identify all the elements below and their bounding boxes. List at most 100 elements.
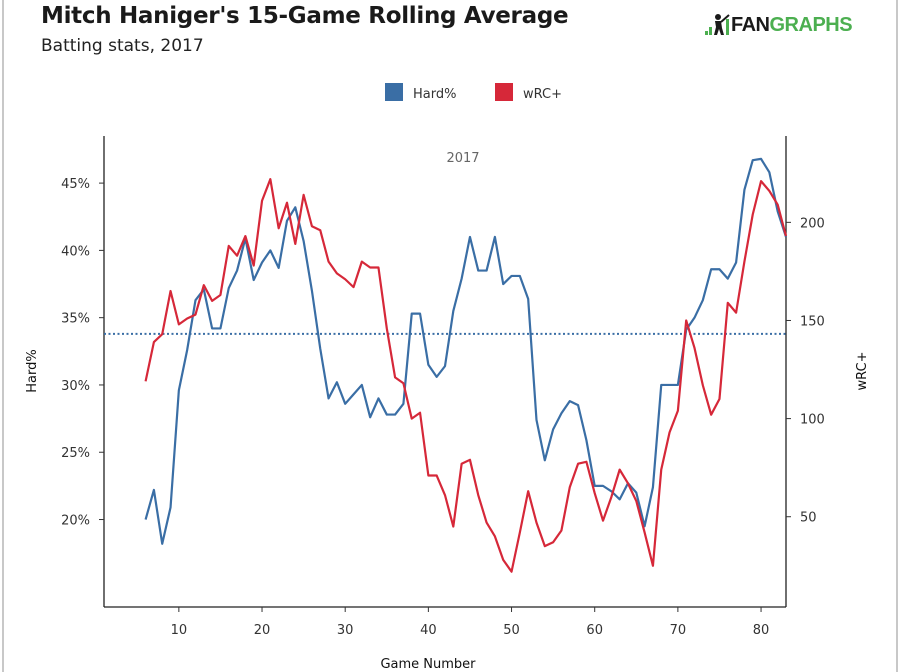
data-point-wrc bbox=[519, 531, 521, 533]
data-point-wrc bbox=[702, 384, 704, 386]
data-point-wrc bbox=[361, 261, 363, 263]
data-point-hard bbox=[743, 189, 745, 191]
data-point-hard bbox=[294, 206, 296, 208]
data-point-wrc bbox=[477, 494, 479, 496]
data-point-hard bbox=[710, 268, 712, 270]
data-point-hard bbox=[594, 485, 596, 487]
data-point-hard bbox=[411, 313, 413, 315]
data-point-hard bbox=[752, 159, 754, 161]
data-point-wrc bbox=[145, 380, 147, 382]
data-point-hard bbox=[402, 403, 404, 405]
data-point-wrc bbox=[502, 559, 504, 561]
data-point-hard bbox=[369, 416, 371, 418]
data-point-wrc bbox=[494, 535, 496, 537]
right-tick-label: 50 bbox=[800, 511, 817, 526]
right-tick-label: 150 bbox=[800, 314, 825, 329]
x-tick-label: 80 bbox=[753, 623, 770, 638]
data-point-hard bbox=[386, 414, 388, 416]
data-point-wrc bbox=[219, 294, 221, 296]
data-point-hard bbox=[610, 490, 612, 492]
data-point-hard bbox=[328, 397, 330, 399]
data-point-wrc bbox=[644, 531, 646, 533]
data-point-wrc bbox=[211, 300, 213, 302]
data-point-wrc bbox=[577, 463, 579, 465]
data-point-hard bbox=[511, 275, 513, 277]
data-point-hard bbox=[161, 543, 163, 545]
data-point-wrc bbox=[344, 278, 346, 280]
data-point-wrc bbox=[610, 496, 612, 498]
data-point-hard bbox=[278, 267, 280, 269]
data-point-wrc bbox=[760, 180, 762, 182]
data-point-hard bbox=[560, 412, 562, 414]
left-tick-label: 20% bbox=[61, 514, 90, 529]
data-point-wrc bbox=[527, 490, 529, 492]
data-point-hard bbox=[452, 310, 454, 312]
left-axis-title: Hard% bbox=[25, 349, 40, 392]
data-point-wrc bbox=[178, 323, 180, 325]
data-point-wrc bbox=[452, 526, 454, 528]
data-point-wrc bbox=[394, 376, 396, 378]
data-point-hard bbox=[702, 299, 704, 301]
data-point-hard bbox=[211, 327, 213, 329]
series-line-hard bbox=[144, 157, 788, 545]
data-point-hard bbox=[203, 288, 205, 290]
series-points-hard bbox=[145, 158, 787, 545]
data-point-hard bbox=[519, 275, 521, 277]
data-point-wrc bbox=[718, 398, 720, 400]
data-point-hard bbox=[186, 349, 188, 351]
right-tick-label: 100 bbox=[800, 413, 825, 428]
left-tick-label: 45% bbox=[61, 177, 90, 192]
data-point-hard bbox=[244, 237, 246, 239]
data-point-hard bbox=[602, 485, 604, 487]
data-point-hard bbox=[718, 268, 720, 270]
data-point-wrc bbox=[785, 235, 787, 237]
data-point-wrc bbox=[170, 290, 172, 292]
data-point-wrc bbox=[486, 522, 488, 524]
data-point-hard bbox=[145, 519, 147, 521]
data-point-wrc bbox=[768, 190, 770, 192]
data-point-hard bbox=[635, 492, 637, 494]
data-point-hard bbox=[694, 317, 696, 319]
data-point-wrc bbox=[735, 312, 737, 314]
chart-title: Mitch Haniger's 15-Game Rolling Average bbox=[41, 3, 569, 29]
data-point-hard bbox=[419, 313, 421, 315]
data-point-wrc bbox=[153, 341, 155, 343]
x-axis-title: Game Number bbox=[380, 657, 476, 672]
data-point-wrc bbox=[336, 272, 338, 274]
data-point-hard bbox=[311, 290, 313, 292]
data-point-hard bbox=[469, 236, 471, 238]
data-point-wrc bbox=[585, 461, 587, 463]
data-point-hard bbox=[727, 278, 729, 280]
data-point-wrc bbox=[560, 529, 562, 531]
data-point-wrc bbox=[161, 333, 163, 335]
x-tick-label: 30 bbox=[337, 623, 354, 638]
data-point-hard bbox=[194, 299, 196, 301]
data-point-wrc bbox=[544, 545, 546, 547]
data-point-hard bbox=[677, 384, 679, 386]
series-points-wrc bbox=[145, 178, 787, 573]
fangraphs-logo: FAN GRAPHS bbox=[705, 12, 853, 38]
data-point-wrc bbox=[328, 261, 330, 263]
left-tick-label: 30% bbox=[61, 379, 90, 394]
data-point-hard bbox=[336, 381, 338, 383]
data-point-hard bbox=[436, 376, 438, 378]
data-point-hard bbox=[585, 439, 587, 441]
legend-swatch-hard bbox=[385, 83, 403, 101]
data-point-wrc bbox=[369, 266, 371, 268]
data-point-wrc bbox=[752, 214, 754, 216]
data-point-wrc bbox=[777, 204, 779, 206]
data-point-wrc bbox=[319, 229, 321, 231]
data-point-hard bbox=[494, 236, 496, 238]
data-point-hard bbox=[527, 298, 529, 300]
data-point-hard bbox=[236, 270, 238, 272]
data-point-wrc bbox=[627, 482, 629, 484]
legend-swatch-wrc bbox=[495, 83, 513, 101]
data-point-hard bbox=[486, 270, 488, 272]
data-point-wrc bbox=[303, 194, 305, 196]
data-point-hard bbox=[777, 210, 779, 212]
data-point-hard bbox=[228, 287, 230, 289]
page-border-left bbox=[2, 0, 4, 672]
legend: Hard% wRC+ bbox=[385, 83, 562, 102]
data-point-hard bbox=[544, 459, 546, 461]
data-point-hard bbox=[569, 400, 571, 402]
